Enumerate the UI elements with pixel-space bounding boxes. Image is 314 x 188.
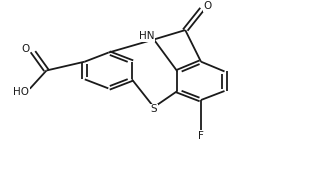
Text: HN: HN <box>139 31 155 41</box>
Text: F: F <box>198 131 204 141</box>
Text: O: O <box>22 44 30 54</box>
Text: S: S <box>150 104 157 114</box>
Text: HO: HO <box>14 87 29 97</box>
Text: O: O <box>203 1 211 11</box>
